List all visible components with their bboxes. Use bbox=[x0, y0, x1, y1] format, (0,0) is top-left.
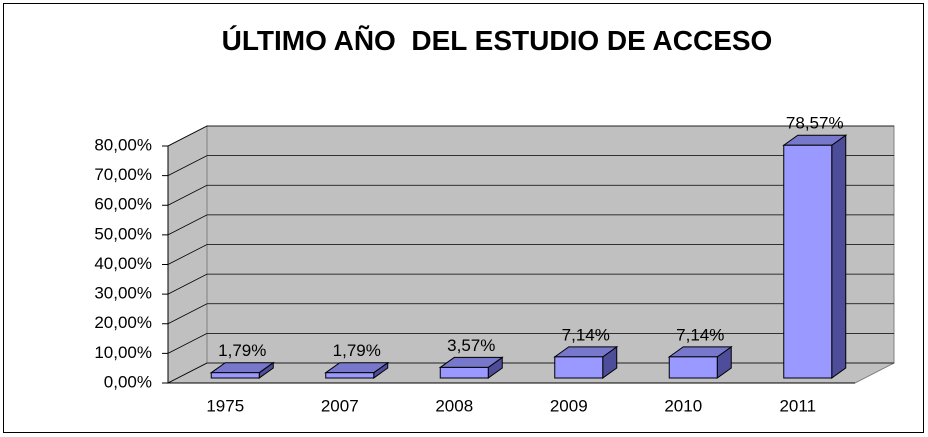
y-tick-label: 30,00% bbox=[94, 284, 152, 303]
grid-line bbox=[167, 155, 894, 176]
data-label: 1,79% bbox=[333, 341, 381, 360]
grid-line bbox=[167, 273, 894, 295]
bar bbox=[554, 356, 604, 379]
y-tick-label: 60,00% bbox=[94, 195, 152, 214]
chart-title: ÚLTIMO AÑO DEL ESTUDIO DE ACCESO bbox=[221, 25, 773, 56]
y-tick-label: 70,00% bbox=[94, 165, 152, 184]
bar bbox=[439, 366, 489, 379]
y-tick-label: 80,00% bbox=[94, 135, 152, 154]
chart-border bbox=[3, 3, 924, 433]
grid-line bbox=[167, 332, 894, 354]
bar-side bbox=[831, 134, 847, 379]
data-label: 78,57% bbox=[786, 114, 844, 133]
grid-line bbox=[167, 303, 894, 325]
data-label: 7,14% bbox=[676, 325, 724, 344]
bar bbox=[210, 372, 260, 379]
y-tick-label: 10,00% bbox=[94, 343, 152, 362]
y-tick-label: 0,00% bbox=[104, 372, 152, 391]
y-tick-label: 20,00% bbox=[94, 313, 152, 332]
bar bbox=[668, 356, 718, 379]
bar bbox=[325, 372, 375, 379]
bar bbox=[783, 144, 833, 379]
data-label: 3,57% bbox=[447, 336, 495, 355]
x-tick-label: 2007 bbox=[321, 396, 359, 415]
y-tick-label: 40,00% bbox=[94, 254, 152, 273]
x-tick-label: 2008 bbox=[435, 396, 473, 415]
grid-line bbox=[167, 214, 894, 236]
x-tick-label: 2009 bbox=[550, 396, 588, 415]
x-tick-label: 1975 bbox=[206, 396, 244, 415]
data-label: 1,79% bbox=[218, 341, 266, 360]
grid-line bbox=[167, 125, 894, 147]
grid-line bbox=[167, 362, 894, 384]
data-label: 7,14% bbox=[562, 325, 610, 344]
y-tick-label: 50,00% bbox=[94, 224, 152, 243]
grid-line bbox=[167, 184, 894, 206]
x-tick-label: 2011 bbox=[779, 396, 816, 415]
grid-line bbox=[167, 244, 894, 265]
x-tick-label: 2010 bbox=[664, 396, 702, 415]
